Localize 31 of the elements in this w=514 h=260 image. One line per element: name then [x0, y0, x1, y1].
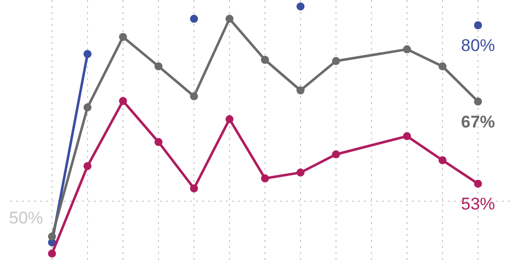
point [403, 45, 411, 54]
point [296, 168, 304, 177]
point [84, 162, 92, 170]
point [438, 62, 446, 70]
point [119, 96, 127, 105]
point [226, 115, 234, 124]
point [474, 98, 482, 106]
point [438, 156, 446, 164]
point [190, 92, 198, 100]
data-label: 53% [460, 194, 496, 214]
point [474, 180, 482, 188]
point [190, 184, 198, 192]
point [261, 56, 269, 64]
point [403, 132, 411, 140]
point [84, 103, 92, 112]
point [119, 32, 127, 41]
point [332, 150, 340, 158]
point [154, 62, 162, 70]
point [474, 21, 482, 30]
point [332, 57, 340, 66]
point [296, 86, 304, 94]
point [84, 50, 92, 58]
point [48, 232, 56, 241]
data-label: 80% [460, 36, 496, 56]
point [190, 14, 198, 23]
point [48, 250, 56, 258]
point [296, 2, 304, 10]
point [154, 138, 162, 146]
point [226, 14, 234, 23]
point [261, 174, 269, 182]
data-label: 67% [460, 112, 496, 132]
